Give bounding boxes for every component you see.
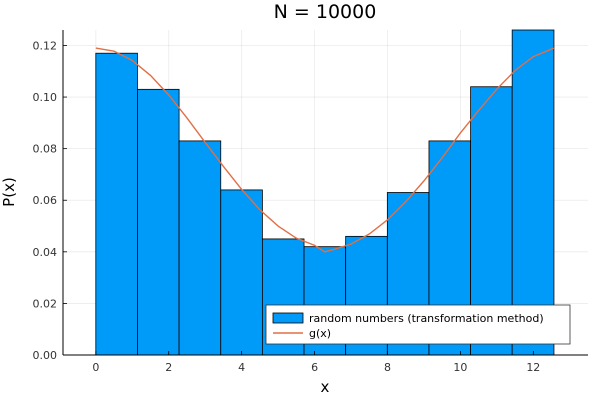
- g-curve: [95, 47, 555, 253]
- y-tick-label: 0.08: [33, 143, 58, 156]
- histogram-bar: [178, 140, 222, 356]
- legend-label-histogram: random numbers (transformation method): [309, 312, 544, 325]
- y-tick-label: 0.02: [33, 297, 58, 310]
- y-tick-label: 0.04: [33, 246, 58, 259]
- legend-label-g: g(x): [309, 327, 331, 340]
- histogram-bar: [137, 88, 180, 356]
- x-axis-label: x: [321, 378, 330, 396]
- x-tick-label: 12: [526, 361, 540, 374]
- x-tick-label: 10: [453, 361, 467, 374]
- x-tick-label: 2: [165, 361, 172, 374]
- chart-title: N = 10000: [274, 1, 377, 23]
- y-tick-label: 0.00: [33, 349, 58, 362]
- x-tick-label: 4: [238, 361, 245, 374]
- y-tick-label: 0.06: [33, 194, 58, 207]
- legend-box: [265, 304, 571, 345]
- legend: random numbers (transformation method) g…: [265, 304, 571, 345]
- y-tick-label: 0.12: [33, 39, 58, 52]
- histogram-bar: [220, 189, 263, 356]
- y-axis-label: P(x): [0, 177, 18, 207]
- tick-labels: 0 2 4 6 8 10 12 0.00 0.02 0.04 0.06 0.08 0.10 0.12: [33, 39, 541, 374]
- y-tick-label: 0.10: [33, 91, 58, 104]
- legend-swatch-histogram: [272, 312, 304, 324]
- x-tick-label: 8: [384, 361, 391, 374]
- histogram-bar: [95, 52, 138, 356]
- x-tick-label: 0: [92, 361, 99, 374]
- x-tick-label: 6: [311, 361, 318, 374]
- g-curve-layer: [95, 47, 555, 253]
- axes: [62, 30, 588, 356]
- histogram-bar: [511, 29, 555, 356]
